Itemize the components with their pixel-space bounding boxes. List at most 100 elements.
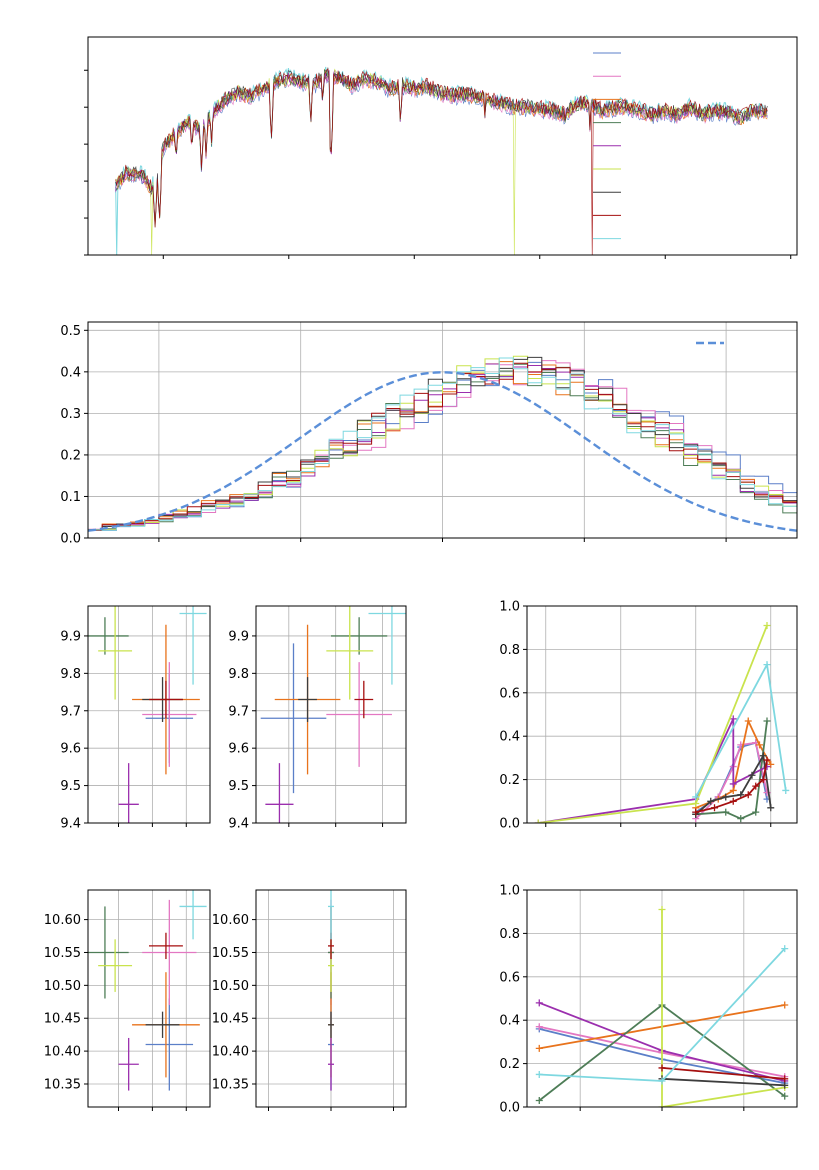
plus-marker (692, 799, 700, 807)
weight-line (661, 1067, 785, 1080)
plus-marker (759, 752, 767, 760)
mass-vs-ebv-panel: 10.35 10.40 10.45 10.50 10.55 10.60 (212, 889, 407, 1111)
y-tick-label: 9.8 (60, 667, 81, 682)
age-vs-Z-panel: 9.4 9.5 9.6 9.7 9.8 9.9 (60, 605, 211, 832)
plus-marker (692, 808, 700, 816)
error-bar-point (328, 1037, 334, 1091)
plus-marker (711, 804, 718, 812)
weight-line (661, 909, 785, 1107)
error-bar-point (145, 1011, 180, 1038)
plus-marker (752, 808, 760, 816)
plot-frame (87, 36, 798, 256)
plus-marker (658, 1077, 666, 1085)
plot-area (88, 606, 207, 823)
plus-marker (535, 1044, 543, 1052)
y-tick-label: 10.50 (44, 979, 81, 994)
plus-marker (763, 661, 771, 669)
plus-marker (658, 1064, 666, 1072)
plus-marker (737, 815, 745, 823)
histogram-step (88, 362, 797, 531)
plus-marker (781, 1081, 789, 1089)
error-bar-point (326, 606, 374, 700)
plot-frame (526, 889, 798, 1108)
plus-marker (781, 1075, 789, 1083)
error-bar-point (149, 680, 183, 719)
y-tick-label: 0.0 (499, 817, 520, 832)
plot-area (88, 355, 797, 532)
plus-marker (763, 756, 771, 764)
plus-marker (729, 786, 737, 794)
y-tick-label: 0.6 (499, 970, 520, 985)
y-tick-label: 10.60 (44, 913, 81, 928)
error-bar-point (328, 890, 334, 940)
weight-line (538, 718, 768, 823)
error-bar-point (260, 643, 327, 794)
plot-frame (87, 605, 211, 824)
error-bar-point (98, 939, 133, 992)
y-tick-label: 10.55 (44, 946, 81, 961)
error-bar-point (328, 1011, 334, 1038)
plus-marker (729, 780, 737, 788)
y-tick-label: 9.6 (60, 742, 81, 757)
plot-area (88, 890, 207, 1091)
error-bar-point (88, 617, 129, 655)
plus-marker (707, 797, 715, 805)
error-bar-point (265, 763, 294, 823)
y-tick-label: 0.0 (499, 1101, 520, 1116)
y-tick-label: 0.4 (60, 365, 81, 380)
error-bar-point (142, 662, 197, 767)
plot-frame (255, 605, 407, 824)
y-tick-label: 10.50 (212, 979, 249, 994)
plot-frame (87, 889, 211, 1108)
error-bar-point (331, 617, 388, 655)
legend (593, 52, 621, 240)
y-tick-label: 0.4 (499, 1014, 520, 1029)
plus-marker (658, 1103, 666, 1107)
y-tick-label: 9.7 (60, 704, 81, 719)
plus-marker (535, 1023, 543, 1031)
plus-marker (535, 1070, 543, 1078)
y-tick-label: 10.45 (212, 1012, 249, 1027)
error-bar-point (118, 763, 139, 823)
y-tick-label: 10.35 (212, 1077, 249, 1092)
plus-marker (729, 797, 737, 805)
y-tick-label: 0.5 (60, 324, 81, 339)
y-tick-label: 10.35 (44, 1077, 81, 1092)
plus-marker (781, 945, 789, 953)
plus-marker (763, 717, 771, 725)
y-tick-label: 10.40 (212, 1045, 249, 1060)
plus-marker (767, 804, 775, 812)
plot-frame (87, 321, 798, 539)
weight-vs-Z-panel: 0.0 0.2 0.4 0.6 0.8 1.0 (499, 884, 798, 1116)
plot-area (535, 906, 789, 1107)
y-tick-label: 9.9 (60, 629, 81, 644)
y-tick-label: 0.8 (499, 643, 520, 658)
plot-area (534, 622, 790, 823)
y-tick-label: 0.2 (499, 1057, 520, 1072)
y-tick-label: 9.7 (228, 704, 249, 719)
y-tick-label: 0.2 (499, 773, 520, 788)
plus-marker (535, 1096, 543, 1104)
error-bar-point (368, 606, 406, 685)
plus-marker (744, 791, 752, 799)
y-tick-label: 0.8 (499, 927, 520, 942)
weight-vs-age-panel: 0.0 0.2 0.4 0.6 0.8 1.0 (499, 600, 798, 832)
y-tick-label: 10.55 (212, 946, 249, 961)
error-bar-point (179, 606, 207, 685)
y-tick-label: 0.3 (60, 407, 81, 422)
plus-marker (752, 782, 760, 790)
plus-marker (781, 1092, 789, 1100)
error-bar-point (145, 998, 194, 1091)
plus-marker (535, 999, 543, 1007)
error-bar-point (88, 906, 129, 999)
histogram-step (88, 356, 797, 531)
normal-curve (88, 371, 797, 532)
error-bar-point (179, 890, 207, 940)
plot-frame (526, 605, 798, 824)
spectrum-line (115, 72, 768, 225)
plus-marker (744, 717, 752, 725)
plot-area (260, 606, 406, 823)
plot-area (328, 890, 334, 1091)
plot-frame (255, 889, 407, 1108)
